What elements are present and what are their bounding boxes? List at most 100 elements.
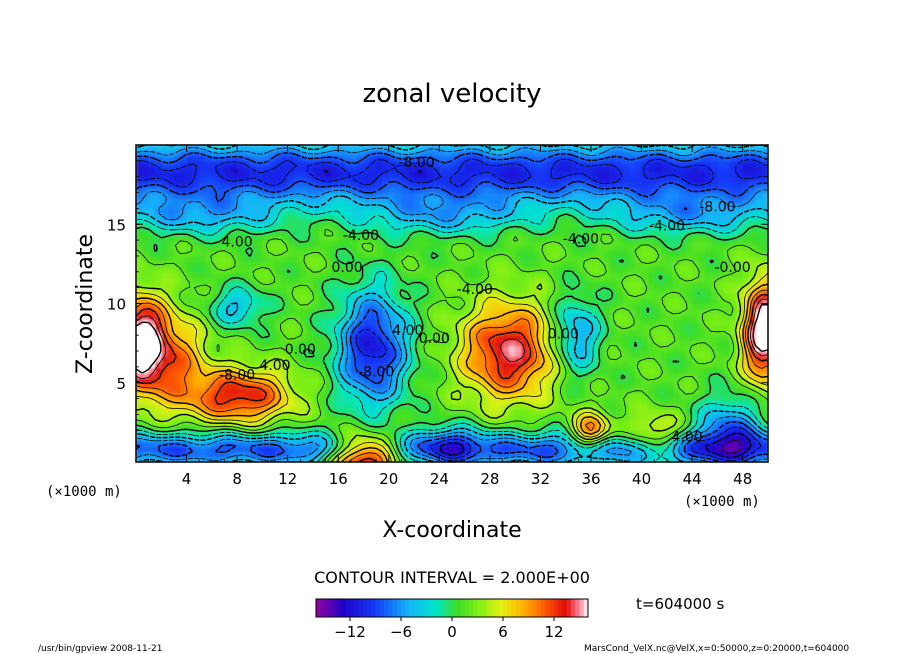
field-cell (717, 409, 725, 416)
field-cell (483, 351, 491, 358)
field-cell (237, 335, 245, 342)
field-cell (660, 419, 668, 426)
field-cell (666, 335, 674, 342)
field-cell (287, 403, 295, 410)
field-cell (628, 425, 636, 431)
field-cell (192, 398, 200, 405)
field-cell (723, 456, 731, 462)
field-cell (319, 335, 327, 342)
field-cell (464, 351, 472, 358)
field-cell (464, 314, 472, 321)
field-cell (559, 393, 567, 400)
field-cell (603, 250, 611, 257)
field-cell (281, 456, 289, 462)
field-cell (496, 255, 504, 262)
field-cell (470, 393, 478, 400)
field-cell (224, 261, 232, 268)
field-cell (635, 335, 643, 342)
field-cell (673, 282, 681, 289)
field-cell (591, 403, 599, 410)
field-cell (673, 451, 681, 458)
field-cell (761, 324, 768, 331)
field-cell (452, 356, 460, 363)
field-cell (148, 314, 156, 321)
field-cell (603, 393, 611, 400)
field-cell (363, 377, 371, 384)
field-cell (224, 234, 232, 241)
field-cell (647, 245, 655, 252)
field-cell (635, 361, 643, 368)
field-cell (142, 345, 150, 352)
field-cell (154, 456, 162, 462)
field-cell (755, 366, 763, 373)
field-cell (433, 446, 441, 453)
field-cell (723, 451, 731, 458)
field-cell (761, 213, 768, 220)
field-cell (211, 213, 219, 220)
field-cell (224, 203, 232, 210)
field-cell (666, 446, 674, 453)
field-cell (502, 240, 510, 247)
field-cell (565, 319, 573, 326)
field-cell (622, 250, 630, 257)
field-cell (470, 403, 478, 410)
field-cell (344, 377, 352, 384)
field-cell (426, 425, 434, 431)
field-cell (742, 398, 750, 405)
field-cell (420, 366, 428, 373)
field-cell (578, 277, 586, 284)
field-cell (230, 224, 238, 231)
field-cell (369, 372, 377, 379)
field-cell (414, 240, 422, 247)
field-cell (167, 292, 175, 299)
field-cell (167, 403, 175, 410)
field-cell (521, 356, 529, 363)
field-cell (199, 329, 207, 336)
field-cell (230, 282, 238, 289)
field-cell (211, 314, 219, 321)
field-cell (654, 340, 662, 347)
field-cell (369, 203, 377, 210)
field-cell (192, 419, 200, 426)
field-cell (357, 208, 365, 215)
field-cell (426, 382, 434, 389)
field-cell (426, 277, 434, 284)
field-cell (603, 398, 611, 405)
field-cell (344, 403, 352, 410)
field-cell (338, 208, 346, 215)
field-cell (553, 234, 561, 241)
field-cell (527, 324, 535, 331)
field-cell (565, 308, 573, 315)
field-cell (256, 245, 264, 252)
field-cell (673, 197, 681, 204)
field-cell (388, 356, 396, 363)
field-cell (496, 430, 504, 437)
field-cell (641, 446, 649, 453)
field-cell (749, 287, 757, 294)
field-cell (711, 340, 719, 347)
field-cell (679, 403, 687, 410)
field-cell (237, 382, 245, 389)
field-cell (154, 282, 162, 289)
field-cell (306, 425, 314, 431)
field-cell (294, 203, 302, 210)
field-cell (167, 224, 175, 231)
field-cell (230, 345, 238, 352)
field-cell (628, 308, 636, 315)
field-cell (654, 245, 662, 252)
field-cell (654, 277, 662, 284)
field-cell (452, 419, 460, 426)
field-cell (300, 197, 308, 204)
field-cell (666, 197, 674, 204)
field-cell (426, 345, 434, 352)
field-cell (136, 271, 144, 278)
field-cell (540, 303, 548, 310)
field-cell (742, 240, 750, 247)
field-cell (148, 197, 156, 204)
field-cell (211, 425, 219, 431)
field-cell (673, 303, 681, 310)
field-cell (357, 446, 365, 453)
field-cell (622, 409, 630, 416)
field-cell (192, 203, 200, 210)
field-cell (287, 213, 295, 220)
